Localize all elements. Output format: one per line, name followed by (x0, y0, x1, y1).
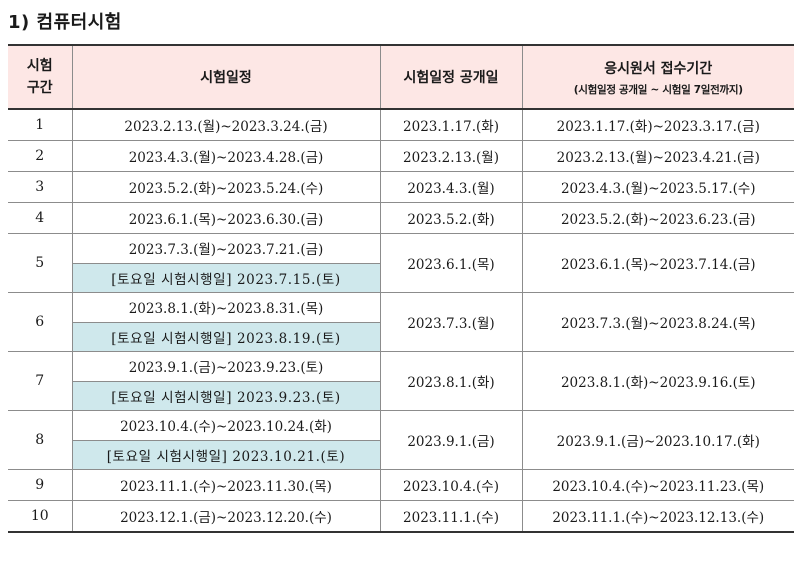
cell-section-number: 4 (8, 202, 73, 234)
header-schedule-open: 시험일정 공개일 (379, 44, 523, 110)
exam-period-text: 2023.8.1.(화)~2023.8.31.(목) (73, 294, 379, 323)
cell-application-period: 2023.1.17.(화)~2023.3.17.(금) (521, 108, 794, 141)
section-heading: 1) 컴퓨터시험 (8, 12, 122, 33)
cell-application-period: 2023.8.1.(화)~2023.9.16.(토) (521, 351, 794, 411)
table-row: 9 2023.11.1.(수)~2023.11.30.(목) 2023.10.4.(… (8, 469, 794, 501)
cell-schedule-open-date: 2023.6.1.(목) (379, 233, 523, 293)
table-row: 2 2023.4.3.(월)~2023.4.28.(금) 2023.2.13.(월)… (8, 140, 794, 172)
cell-exam-schedule: 2023.10.4.(수)~2023.10.24.(화) [토요일 시험시행일] … (71, 410, 381, 470)
cell-exam-schedule: 2023.5.2.(화)~2023.5.24.(수) (71, 171, 381, 203)
table-row: 10 2023.12.1.(금)~2023.12.20.(수) 2023.11.1.… (8, 500, 794, 533)
cell-exam-schedule: 2023.8.1.(화)~2023.8.31.(목) [토요일 시험시행일] 20… (71, 292, 381, 352)
header-exam-schedule: 시험일정 (71, 44, 381, 110)
table-row: 7 2023.9.1.(금)~2023.9.23.(토) [토요일 시험시행일] 2… (8, 351, 794, 411)
cell-application-period: 2023.7.3.(월)~2023.8.24.(목) (521, 292, 794, 352)
saturday-exam-date: [토요일 시험시행일] 2023.9.23.(토) (73, 381, 379, 410)
cell-application-period: 2023.9.1.(금)~2023.10.17.(화) (521, 410, 794, 470)
table-row: 3 2023.5.2.(화)~2023.5.24.(수) 2023.4.3.(월) 2… (8, 171, 794, 203)
table-row: 6 2023.8.1.(화)~2023.8.31.(목) [토요일 시험시행일] 2… (8, 292, 794, 352)
exam-period-text: 2023.10.4.(수)~2023.10.24.(화) (73, 412, 379, 441)
cell-schedule-open-date: 2023.10.4.(수) (379, 469, 523, 501)
header-application-period: 응시원서 접수기간 (시험일정 공개일 ~ 시험일 7일전까지) (521, 44, 794, 110)
saturday-exam-date: [토요일 시험시행일] 2023.7.15.(토) (73, 263, 379, 292)
table-row: 5 2023.7.3.(월)~2023.7.21.(금) [토요일 시험시행일] 2… (8, 233, 794, 293)
cell-section-number: 7 (8, 351, 73, 411)
cell-exam-schedule: 2023.2.13.(월)~2023.3.24.(금) (71, 108, 381, 141)
cell-exam-schedule: 2023.9.1.(금)~2023.9.23.(토) [토요일 시험시행일] 20… (71, 351, 381, 411)
header-application-note: (시험일정 공개일 ~ 시험일 7일전까지) (573, 83, 743, 96)
cell-section-number: 5 (8, 233, 73, 293)
table-row: 8 2023.10.4.(수)~2023.10.24.(화) [토요일 시험시행일]… (8, 410, 794, 470)
cell-section-number: 2 (8, 140, 73, 172)
cell-application-period: 2023.4.3.(월)~2023.5.17.(수) (521, 171, 794, 203)
cell-application-period: 2023.10.4.(수)~2023.11.23.(목) (521, 469, 794, 501)
cell-exam-schedule: 2023.4.3.(월)~2023.4.28.(금) (71, 140, 381, 172)
cell-section-number: 1 (8, 108, 73, 141)
cell-exam-schedule: 2023.11.1.(수)~2023.11.30.(목) (71, 469, 381, 501)
cell-exam-schedule: 2023.6.1.(목)~2023.6.30.(금) (71, 202, 381, 234)
cell-application-period: 2023.6.1.(목)~2023.7.14.(금) (521, 233, 794, 293)
header-section: 시험 구간 (8, 44, 73, 110)
cell-schedule-open-date: 2023.7.3.(월) (379, 292, 523, 352)
cell-schedule-open-date: 2023.9.1.(금) (379, 410, 523, 470)
cell-section-number: 8 (8, 410, 73, 470)
cell-schedule-open-date: 2023.2.13.(월) (379, 140, 523, 172)
cell-section-number: 6 (8, 292, 73, 352)
cell-schedule-open-date: 2023.5.2.(화) (379, 202, 523, 234)
exam-schedule-table: 시험 구간 시험일정 시험일정 공개일 응시원서 접수기간 (시험일정 공개일 … (8, 44, 794, 533)
saturday-exam-date: [토요일 시험시행일] 2023.8.19.(토) (73, 322, 379, 351)
header-section-line1: 시험 (26, 58, 53, 74)
table-row: 1 2023.2.13.(월)~2023.3.24.(금) 2023.1.17.(화… (8, 108, 794, 141)
cell-exam-schedule: 2023.7.3.(월)~2023.7.21.(금) [토요일 시험시행일] 20… (71, 233, 381, 293)
cell-schedule-open-date: 2023.8.1.(화) (379, 351, 523, 411)
exam-period-text: 2023.7.3.(월)~2023.7.21.(금) (73, 235, 379, 264)
saturday-exam-date: [토요일 시험시행일] 2023.10.21.(토) (73, 440, 379, 469)
cell-application-period: 2023.11.1.(수)~2023.12.13.(수) (521, 500, 794, 533)
exam-period-text: 2023.9.1.(금)~2023.9.23.(토) (73, 353, 379, 382)
table-header-row: 시험 구간 시험일정 시험일정 공개일 응시원서 접수기간 (시험일정 공개일 … (8, 44, 794, 110)
cell-schedule-open-date: 2023.11.1.(수) (379, 500, 523, 533)
header-application-title: 응시원서 접수기간 (604, 60, 713, 77)
cell-exam-schedule: 2023.12.1.(금)~2023.12.20.(수) (71, 500, 381, 533)
cell-section-number: 10 (8, 500, 73, 533)
cell-schedule-open-date: 2023.1.17.(화) (379, 108, 523, 141)
cell-section-number: 3 (8, 171, 73, 203)
cell-section-number: 9 (8, 469, 73, 501)
header-section-line2: 구간 (26, 80, 53, 96)
cell-application-period: 2023.5.2.(화)~2023.6.23.(금) (521, 202, 794, 234)
table-row: 4 2023.6.1.(목)~2023.6.30.(금) 2023.5.2.(화) 2… (8, 202, 794, 234)
cell-application-period: 2023.2.13.(월)~2023.4.21.(금) (521, 140, 794, 172)
cell-schedule-open-date: 2023.4.3.(월) (379, 171, 523, 203)
